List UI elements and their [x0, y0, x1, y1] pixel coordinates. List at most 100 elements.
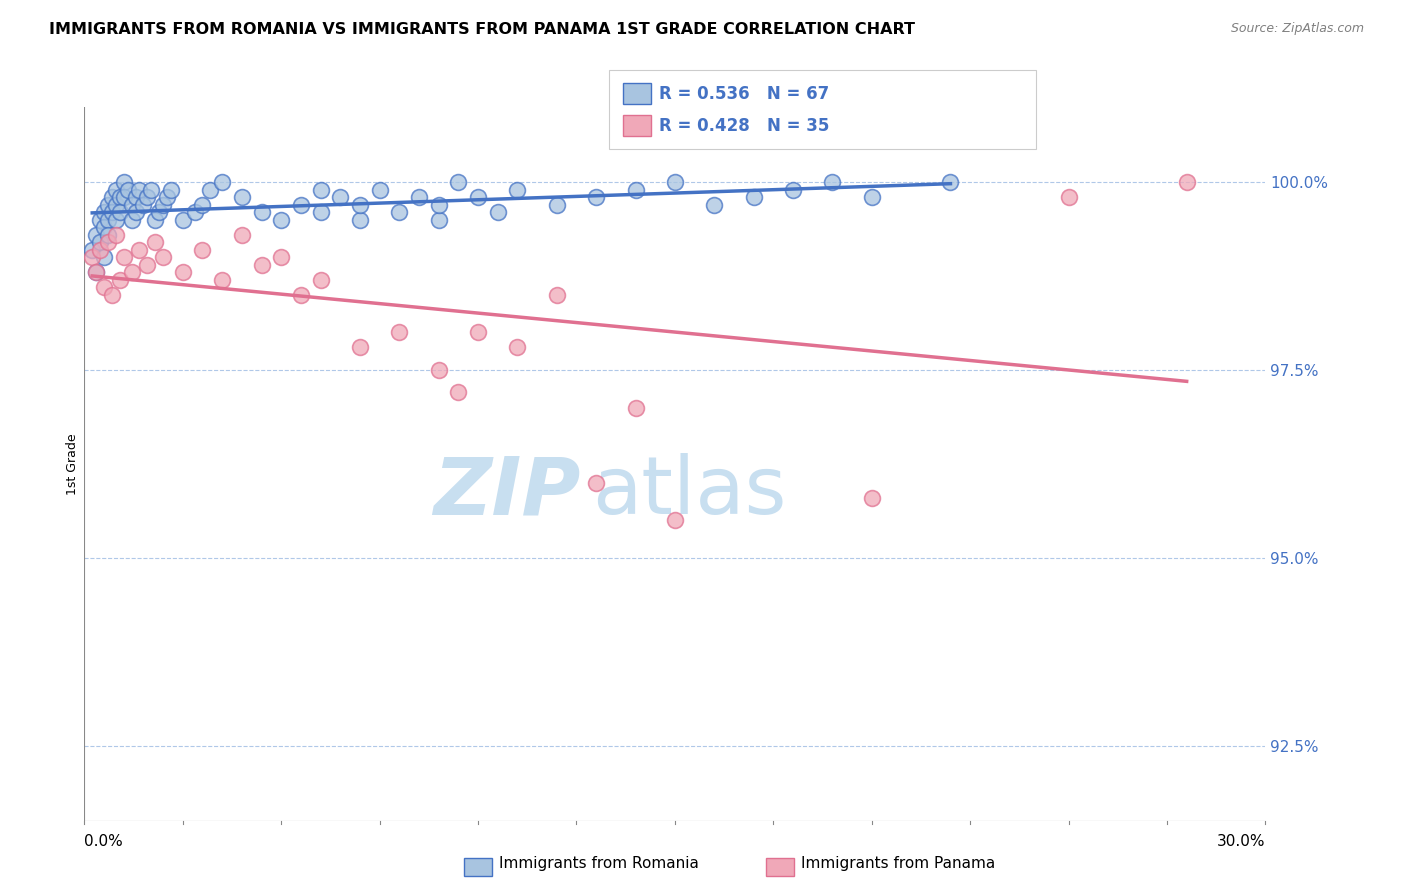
Text: Immigrants from Panama: Immigrants from Panama	[801, 856, 995, 871]
Point	[349, 212, 371, 227]
Point	[290, 288, 312, 302]
Point	[84, 227, 107, 242]
Text: atlas: atlas	[592, 453, 786, 532]
Point	[585, 190, 607, 204]
Point	[821, 175, 844, 189]
Point	[1057, 190, 1080, 204]
Point	[112, 175, 135, 189]
Point	[93, 205, 115, 219]
Point	[121, 212, 143, 227]
Point	[108, 273, 131, 287]
Point	[89, 235, 111, 250]
Point	[104, 197, 127, 211]
Text: ZIP: ZIP	[433, 453, 581, 532]
Point	[93, 250, 115, 264]
Point	[101, 288, 124, 302]
Point	[250, 205, 273, 219]
Point	[124, 205, 146, 219]
Point	[703, 197, 725, 211]
Point	[427, 212, 450, 227]
Point	[329, 190, 352, 204]
Point	[172, 265, 194, 279]
Point	[82, 243, 104, 257]
Point	[93, 280, 115, 294]
Text: Immigrants from Romania: Immigrants from Romania	[499, 856, 699, 871]
Point	[191, 197, 214, 211]
Point	[152, 197, 174, 211]
Point	[309, 273, 332, 287]
Point	[200, 183, 222, 197]
Point	[211, 175, 233, 189]
Point	[104, 183, 127, 197]
Point	[427, 197, 450, 211]
Text: 0.0%: 0.0%	[84, 834, 124, 849]
Point	[782, 183, 804, 197]
Point	[250, 258, 273, 272]
Text: 30.0%: 30.0%	[1218, 834, 1265, 849]
Point	[156, 190, 179, 204]
Point	[624, 401, 647, 415]
Y-axis label: 1st Grade: 1st Grade	[66, 433, 79, 495]
Point	[132, 197, 155, 211]
Point	[148, 205, 170, 219]
Point	[136, 190, 159, 204]
Point	[152, 250, 174, 264]
Point	[624, 183, 647, 197]
Text: R = 0.428   N = 35: R = 0.428 N = 35	[659, 117, 830, 135]
Point	[447, 385, 470, 400]
Point	[97, 227, 120, 242]
Point	[506, 340, 529, 354]
Point	[84, 265, 107, 279]
Point	[160, 183, 183, 197]
Point	[860, 190, 883, 204]
Point	[467, 190, 489, 204]
Point	[290, 197, 312, 211]
Point	[191, 243, 214, 257]
Point	[117, 183, 139, 197]
Point	[427, 363, 450, 377]
Point	[270, 212, 292, 227]
Point	[143, 212, 166, 227]
Point	[231, 227, 253, 242]
Point	[183, 205, 205, 219]
Point	[506, 183, 529, 197]
Point	[939, 175, 962, 189]
Point	[211, 273, 233, 287]
Point	[112, 250, 135, 264]
Point	[388, 205, 411, 219]
Point	[84, 265, 107, 279]
Point	[664, 513, 686, 527]
Point	[231, 190, 253, 204]
Point	[742, 190, 765, 204]
Point	[89, 212, 111, 227]
Point	[104, 212, 127, 227]
Text: IMMIGRANTS FROM ROMANIA VS IMMIGRANTS FROM PANAMA 1ST GRADE CORRELATION CHART: IMMIGRANTS FROM ROMANIA VS IMMIGRANTS FR…	[49, 22, 915, 37]
Point	[1175, 175, 1198, 189]
Point	[585, 475, 607, 490]
Point	[141, 183, 163, 197]
Point	[121, 265, 143, 279]
Text: Source: ZipAtlas.com: Source: ZipAtlas.com	[1230, 22, 1364, 36]
Point	[467, 326, 489, 340]
Point	[349, 197, 371, 211]
Point	[486, 205, 509, 219]
Point	[388, 326, 411, 340]
Point	[93, 220, 115, 235]
Point	[860, 491, 883, 505]
Point	[97, 212, 120, 227]
Point	[368, 183, 391, 197]
Point	[270, 250, 292, 264]
Point	[546, 288, 568, 302]
Point	[97, 235, 120, 250]
Point	[108, 190, 131, 204]
Point	[664, 175, 686, 189]
Point	[128, 243, 150, 257]
Point	[121, 197, 143, 211]
Point	[136, 258, 159, 272]
Point	[546, 197, 568, 211]
Point	[89, 243, 111, 257]
Point	[128, 183, 150, 197]
Text: R = 0.536   N = 67: R = 0.536 N = 67	[659, 85, 830, 103]
Point	[408, 190, 430, 204]
Point	[97, 197, 120, 211]
